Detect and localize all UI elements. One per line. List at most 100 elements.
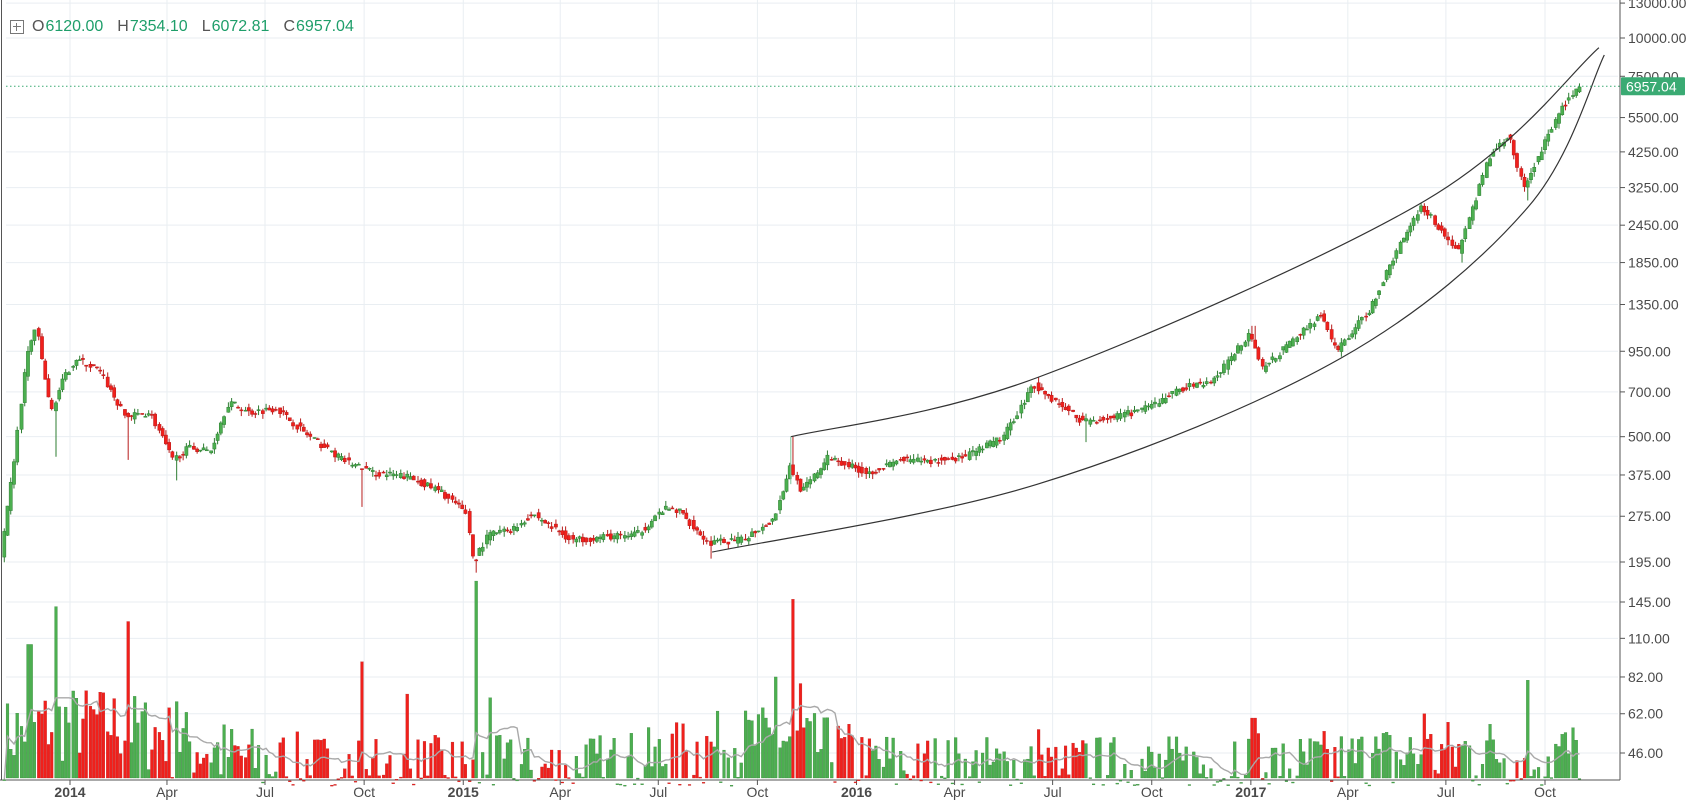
candle-body bbox=[494, 532, 499, 535]
candle-body bbox=[519, 523, 524, 526]
candle-body bbox=[429, 483, 433, 489]
volume-bar bbox=[1426, 738, 1430, 779]
volume-bar bbox=[67, 722, 71, 779]
volume-bar bbox=[429, 743, 433, 779]
candle-body bbox=[264, 407, 268, 410]
volume-bar bbox=[498, 735, 502, 779]
volume-bar bbox=[123, 740, 127, 779]
expand-icon[interactable] bbox=[10, 20, 24, 34]
candle-body bbox=[781, 491, 786, 500]
volume-bar bbox=[1549, 777, 1554, 779]
volume-bar bbox=[1357, 739, 1361, 779]
candle-body bbox=[270, 408, 275, 413]
candle-body bbox=[591, 537, 596, 541]
candle-body bbox=[143, 416, 148, 418]
candle-body bbox=[1112, 415, 1116, 419]
volume-bar bbox=[50, 732, 54, 779]
candle-body bbox=[549, 526, 554, 529]
candle-body bbox=[2, 531, 7, 558]
volume-bar bbox=[692, 774, 696, 779]
volume-bar bbox=[894, 783, 898, 785]
candle-body bbox=[1315, 316, 1320, 321]
volume-bar bbox=[1367, 784, 1371, 787]
candle-body bbox=[187, 444, 192, 448]
candle-body bbox=[960, 456, 964, 459]
candle-body bbox=[1146, 405, 1151, 408]
candle-body bbox=[1084, 418, 1088, 422]
candle-body bbox=[347, 457, 351, 461]
volume-bar bbox=[1143, 771, 1147, 779]
candle-body bbox=[919, 460, 924, 463]
candle-body bbox=[391, 473, 396, 477]
candle-body bbox=[1295, 337, 1300, 343]
volume-bar bbox=[598, 735, 602, 779]
volume-bar bbox=[695, 741, 699, 779]
candle-body bbox=[298, 422, 303, 427]
candle-body bbox=[963, 454, 968, 457]
volume-bar bbox=[761, 707, 765, 779]
candle-body bbox=[101, 374, 106, 376]
volume-bar bbox=[202, 757, 206, 779]
volume-bar bbox=[532, 780, 536, 782]
volume-bar bbox=[1181, 760, 1185, 779]
candle-body bbox=[67, 372, 71, 376]
volume-bar bbox=[192, 772, 196, 779]
candle-body bbox=[991, 441, 996, 448]
volume-bar bbox=[739, 762, 743, 779]
x-tick-label: Apr bbox=[944, 784, 966, 800]
candle-body bbox=[950, 456, 955, 460]
candle-body bbox=[1308, 322, 1312, 329]
candle-body bbox=[939, 457, 944, 461]
volume-bar bbox=[1298, 739, 1302, 779]
volume-bar bbox=[1281, 743, 1285, 779]
volume-bar bbox=[1543, 776, 1547, 779]
candle-body bbox=[1356, 320, 1361, 329]
candle-body bbox=[595, 537, 599, 542]
candle-body bbox=[1039, 387, 1044, 390]
volume-bar bbox=[477, 782, 481, 784]
volume-bar bbox=[460, 741, 464, 779]
candle-body bbox=[322, 443, 327, 448]
volume-bar bbox=[9, 749, 13, 779]
volume-bar bbox=[681, 723, 685, 779]
candle-body bbox=[1574, 88, 1579, 96]
volume-bar bbox=[1325, 748, 1329, 779]
candle-body bbox=[374, 475, 378, 477]
volume-bar bbox=[443, 774, 447, 779]
volume-bar bbox=[1040, 754, 1044, 779]
candle-body bbox=[1195, 382, 1199, 388]
candle-body bbox=[1553, 119, 1558, 128]
candle-body bbox=[715, 539, 720, 542]
candle-body bbox=[1367, 312, 1372, 316]
candle-body bbox=[905, 456, 910, 459]
volume-bar bbox=[181, 728, 185, 779]
volume-bar bbox=[1394, 751, 1398, 779]
volume-bar bbox=[822, 717, 826, 779]
candle-body bbox=[632, 531, 637, 537]
candle-body bbox=[215, 433, 220, 441]
candle-body bbox=[411, 475, 416, 481]
y-tick-label: 13000.00 bbox=[1628, 0, 1687, 11]
candle-body bbox=[1470, 206, 1475, 221]
candle-body bbox=[1391, 260, 1395, 266]
volume-bar bbox=[943, 777, 947, 780]
volume-bar bbox=[670, 733, 674, 779]
volume-bar bbox=[1054, 746, 1058, 779]
volume-bar bbox=[64, 706, 68, 779]
candle-body bbox=[333, 450, 337, 458]
candle-body bbox=[446, 493, 451, 499]
candle-body bbox=[853, 464, 858, 469]
candle-body bbox=[5, 505, 10, 536]
x-tick-label: Jul bbox=[256, 784, 274, 800]
x-tick-label: 2017 bbox=[1235, 784, 1266, 800]
candle-body bbox=[946, 458, 950, 460]
candle-body bbox=[1132, 409, 1137, 412]
candle-body bbox=[439, 489, 444, 492]
candle-body bbox=[997, 439, 1002, 442]
volume-bar bbox=[81, 718, 85, 779]
volume-bar bbox=[977, 781, 981, 783]
volume-bar bbox=[919, 779, 923, 782]
volume-bar bbox=[1250, 717, 1254, 779]
candle-body bbox=[957, 455, 961, 457]
